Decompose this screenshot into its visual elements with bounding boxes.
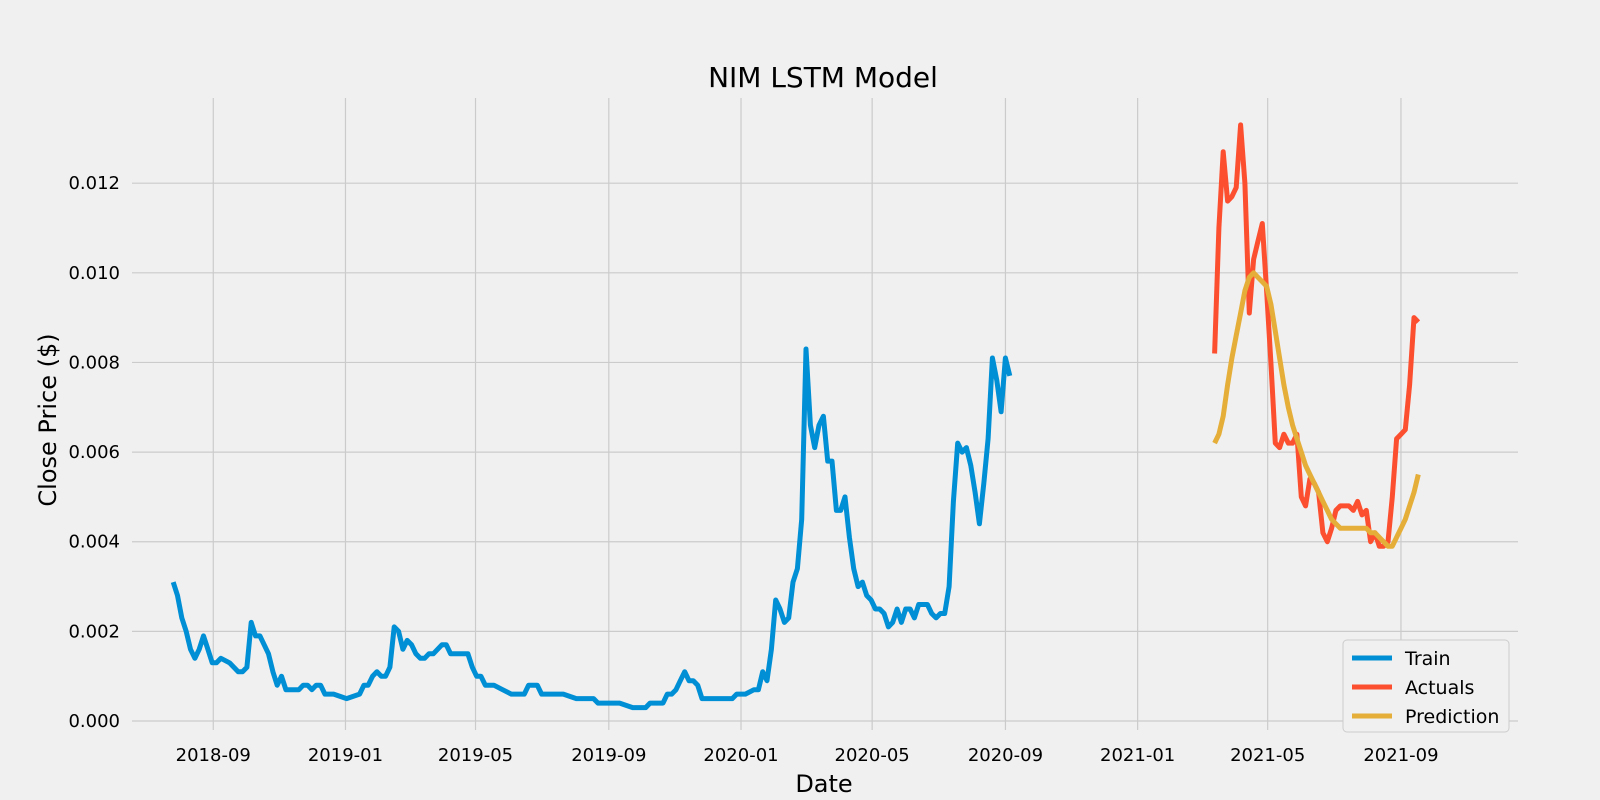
legend-label-prediction: Prediction xyxy=(1405,706,1499,728)
legend-label-train: Train xyxy=(1404,648,1451,670)
series-line-prediction xyxy=(1212,270,1421,549)
y-tick-label: 0.006 xyxy=(68,442,120,463)
x-tick-label: 2019-05 xyxy=(438,745,513,766)
y-tick-label: 0.004 xyxy=(68,532,120,553)
y-axis-title: Close Price ($) xyxy=(34,333,62,506)
legend-label-actuals: Actuals xyxy=(1405,677,1474,699)
y-tick-label: 0.010 xyxy=(68,263,120,284)
x-tick-label: 2021-05 xyxy=(1230,745,1305,766)
x-tick-label: 2021-09 xyxy=(1363,745,1438,766)
x-tick-label: 2021-01 xyxy=(1100,745,1175,766)
x-tick-label: 2020-09 xyxy=(968,745,1043,766)
legend-box xyxy=(1342,639,1510,733)
x-tick-label: 2019-09 xyxy=(571,745,646,766)
legend: Train Actuals Prediction xyxy=(1342,639,1510,733)
grid-layer xyxy=(132,98,1518,730)
chart-title: NIM LSTM Model xyxy=(708,61,938,94)
x-tick-label: 2019-01 xyxy=(308,745,383,766)
series-line-train xyxy=(170,346,1013,711)
y-tick-label: 0.008 xyxy=(68,352,120,373)
y-tick-label: 0.000 xyxy=(68,711,120,732)
y-tick-label: 0.012 xyxy=(68,173,120,194)
series-layer xyxy=(170,122,1421,711)
x-tick-label: 2020-01 xyxy=(703,745,778,766)
tick-layer: 2018-09 2019-01 2019-05 2019-09 2020-01 2020-… xyxy=(68,173,1438,766)
x-axis-title: Date xyxy=(795,770,852,798)
x-tick-label: 2018-09 xyxy=(176,745,251,766)
y-tick-label: 0.002 xyxy=(68,621,120,642)
x-tick-label: 2020-05 xyxy=(835,745,910,766)
